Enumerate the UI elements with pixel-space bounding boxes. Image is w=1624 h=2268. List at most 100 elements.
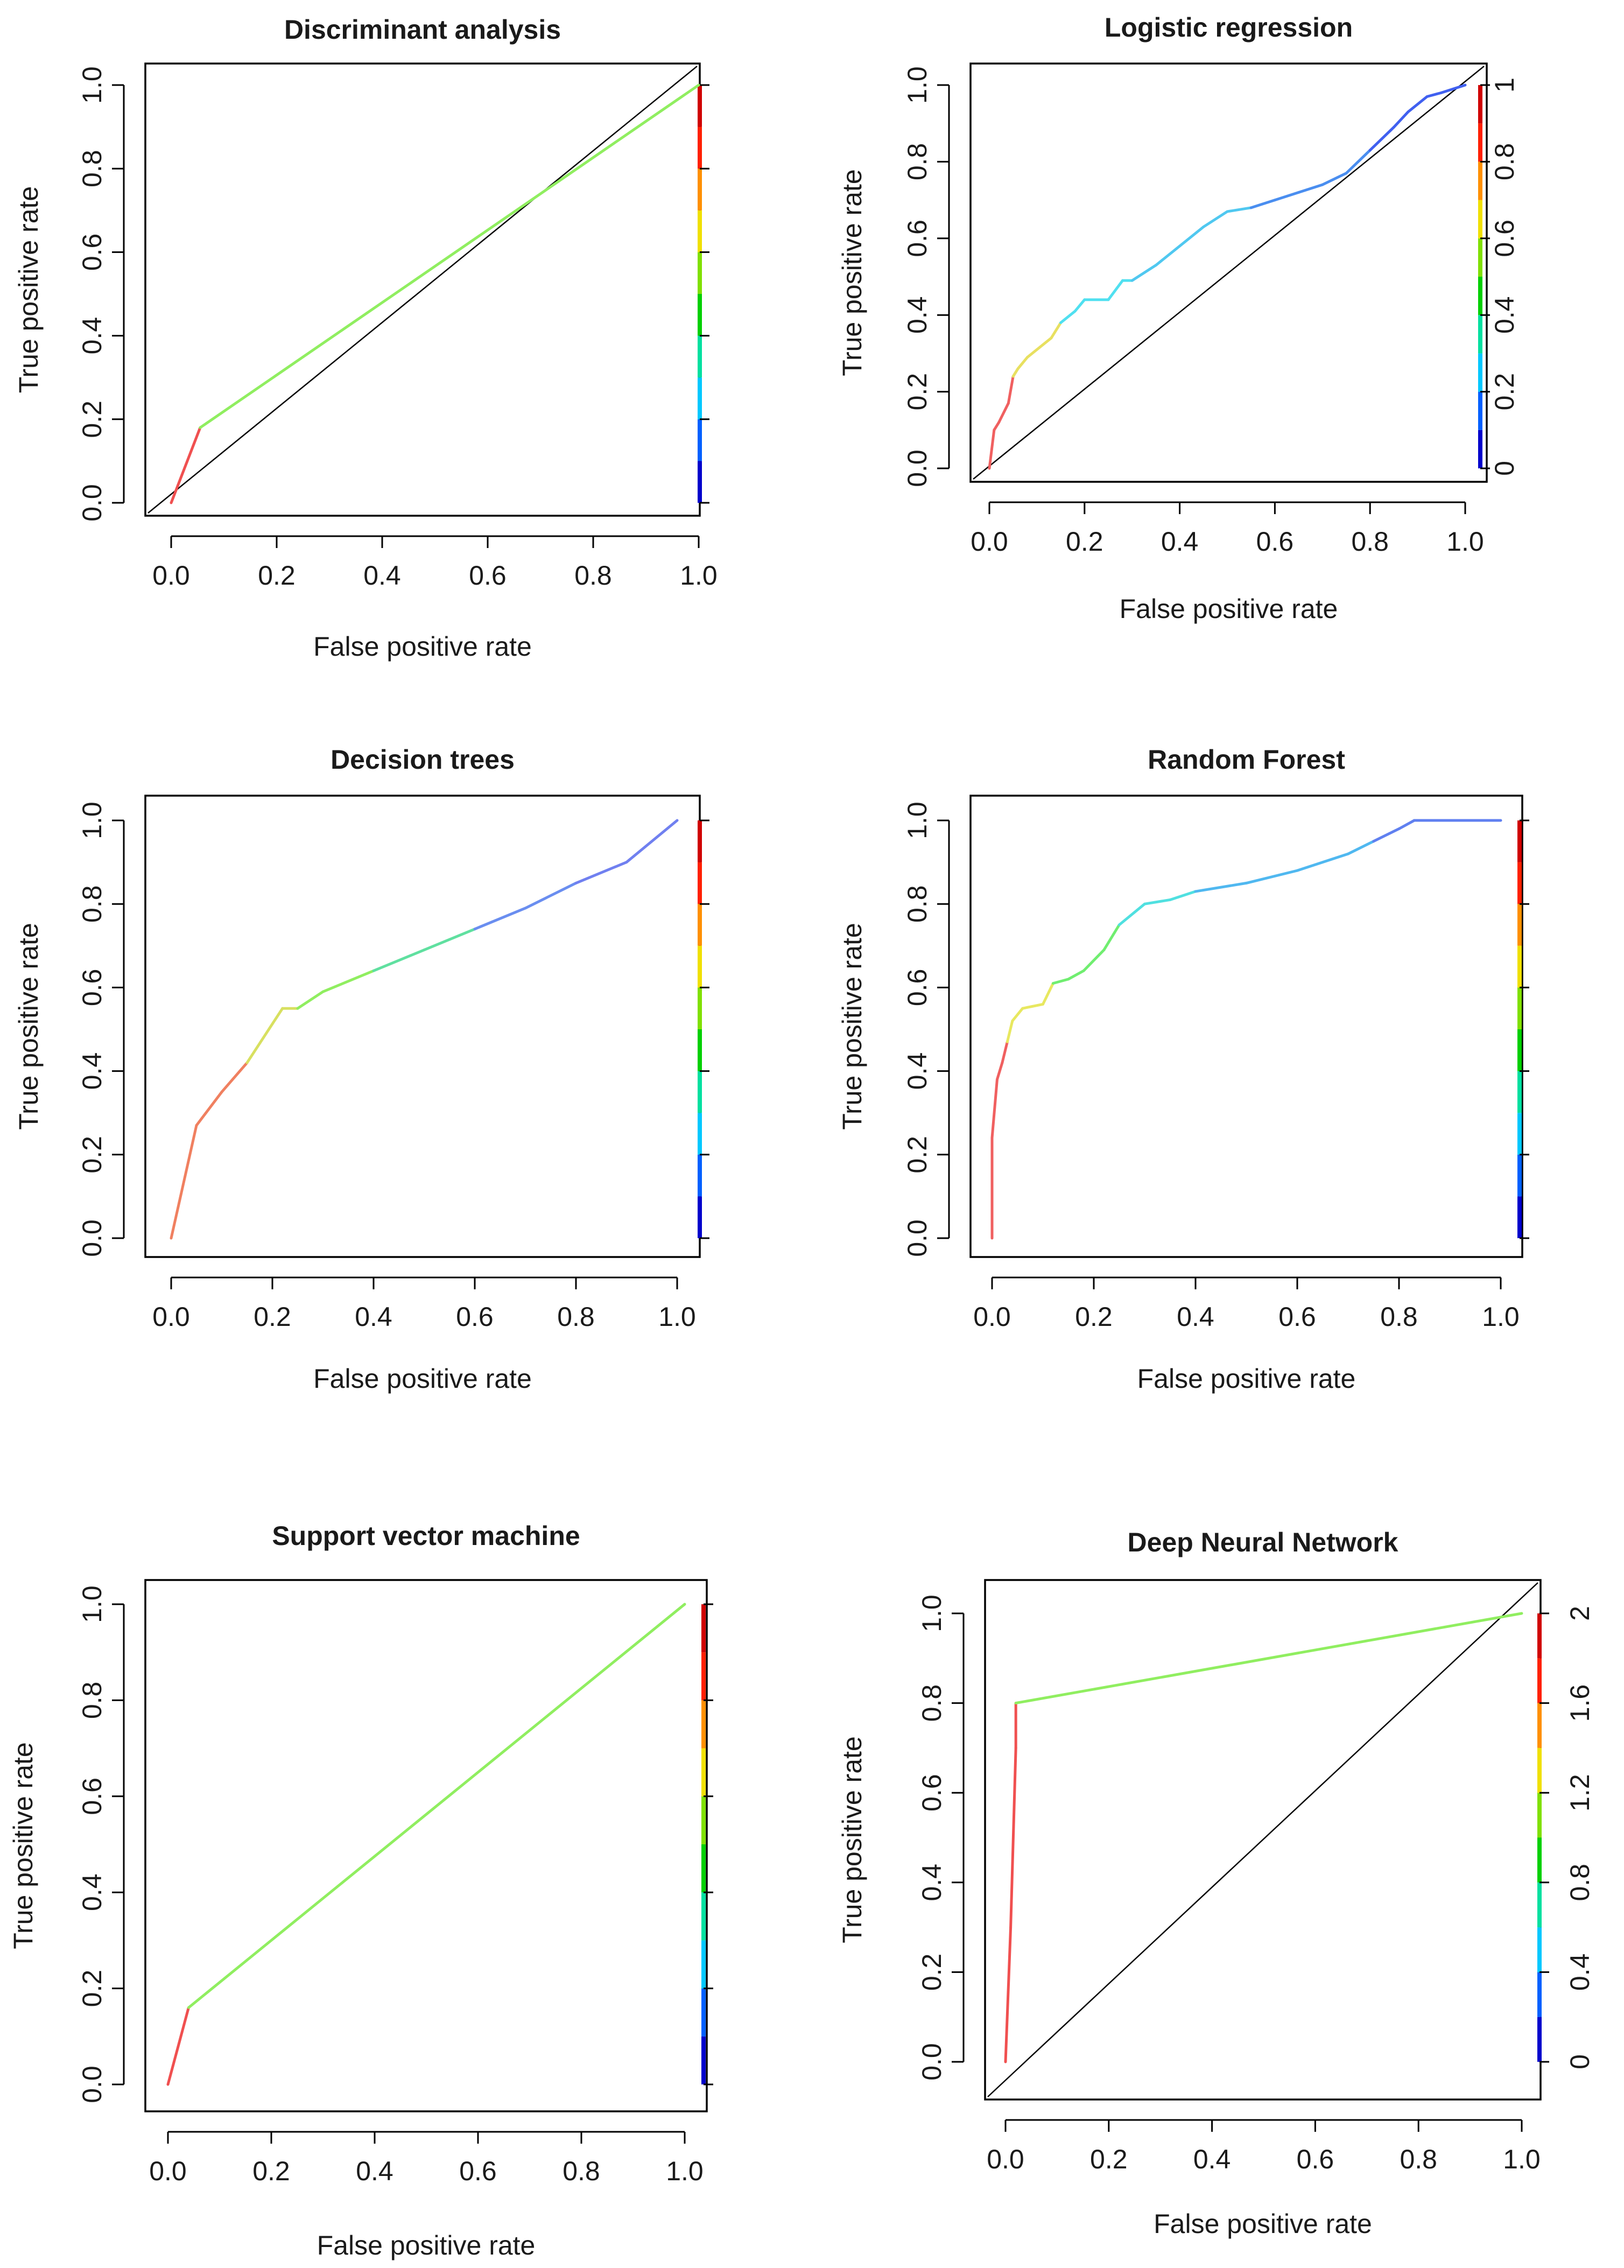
y-tick-label: 0.6 — [902, 969, 932, 1007]
y-tick-label: 0.0 — [902, 450, 932, 487]
x-tick-label: 0.0 — [152, 560, 190, 591]
roc-curve-segment — [1345, 149, 1372, 175]
roc-curve-segment — [995, 1061, 1004, 1081]
y-tick-label: 1.0 — [77, 66, 107, 104]
y-tick-label: 0.8 — [902, 143, 932, 181]
roc-panel-6: Deep Neural Network 0.0 0.2 0.4 0.6 0.8 1.0 0.0… — [837, 1527, 1595, 2239]
y-tick-label: 1.0 — [902, 66, 932, 104]
y-tick-label: 0.0 — [77, 2066, 107, 2103]
roc-curve-segment — [1102, 923, 1121, 952]
roc-curve-segment — [1073, 298, 1086, 313]
y-tick-label: 1.0 — [77, 802, 107, 839]
x-tick-label: 0.6 — [1278, 1302, 1316, 1332]
roc-panel-3: Decision trees 0.0 0.2 0.4 0.6 0.8 1.0 0.0 0.2 0.… — [13, 745, 709, 1394]
y-tick-label: 1.0 — [902, 802, 932, 839]
x-tick-label: 0.4 — [355, 1302, 392, 1332]
roc-curve-segment — [988, 447, 993, 470]
roc-curve-segment — [1297, 183, 1324, 194]
roc-curve-segment — [1059, 310, 1077, 324]
x-tick-label: 0.0 — [971, 526, 1008, 557]
roc-curve-segment — [187, 1603, 686, 2009]
y-tick-label: 0.6 — [77, 234, 107, 271]
x-tick-label: 0.2 — [258, 560, 296, 591]
plot-frame — [969, 62, 1488, 483]
chart-title: Decision trees — [331, 745, 515, 775]
roc-curve-segment — [1143, 898, 1172, 905]
y-axis-label: True positive rate — [13, 186, 44, 393]
roc-curve-segment — [245, 1007, 284, 1064]
y-tick-label: 0.4 — [77, 1052, 107, 1090]
roc-curve-segment — [321, 969, 375, 993]
y-tick-label: 0.8 — [902, 885, 932, 923]
y-tick-label: 0.6 — [77, 1778, 107, 1815]
roc-curve-segment — [1226, 206, 1253, 213]
roc-curve-segment — [1009, 1746, 1017, 1929]
roc-curve-segment — [1296, 852, 1349, 872]
colorbar-label: 0 — [1489, 461, 1520, 476]
x-tick-label: 0.4 — [1177, 1302, 1214, 1332]
x-tick-label: 1.0 — [658, 1302, 696, 1332]
y-tick-label: 0.8 — [77, 1682, 107, 1719]
roc-curve-segment — [1392, 110, 1410, 129]
y-tick-label: 0.0 — [902, 1219, 932, 1257]
roc-curve-segment — [1133, 902, 1146, 914]
roc-curve-segment — [1397, 819, 1416, 831]
roc-curve-segment — [1042, 982, 1054, 1006]
roc-curve-segment — [1440, 83, 1467, 94]
roc-curve-segment — [1006, 1019, 1014, 1043]
roc-curve-segment — [1007, 375, 1015, 405]
roc-curve-segment — [1035, 336, 1053, 351]
roc-curve-segment — [1021, 1002, 1044, 1010]
colorbar-label: 1.6 — [1565, 1684, 1595, 1722]
y-tick-label: 0.4 — [917, 1864, 947, 1901]
x-tick-label: 0.6 — [456, 1302, 494, 1332]
roc-panel-2: Logistic regression 0.0 0.2 0.4 0.6 0.8 1.0 0.0… — [837, 12, 1520, 624]
plot-frame — [144, 1579, 708, 2112]
x-tick-label: 0.6 — [1256, 526, 1294, 557]
roc-curve-segment — [423, 928, 476, 952]
roc-curve-segment — [170, 1124, 198, 1240]
y-tick-label: 0.8 — [917, 1684, 947, 1722]
y-tick-label: 1.0 — [917, 1595, 947, 1632]
y-axis-label: True positive rate — [837, 1736, 867, 1943]
roc-curve-segment — [1014, 1612, 1523, 1705]
x-tick-label: 1.0 — [666, 2156, 704, 2186]
x-tick-label: 0.6 — [469, 560, 507, 591]
roc-curve-segment — [990, 429, 996, 451]
roc-curve-segment — [296, 990, 325, 1010]
roc-curve-segment — [1347, 840, 1375, 855]
roc-curve-segment — [1130, 264, 1157, 282]
roc-curve-segment — [1273, 191, 1300, 202]
roc-panel-4: Random Forest 0.0 0.2 0.4 0.6 0.8 1.0 0.0 0.2 0.4… — [837, 745, 1529, 1394]
chance-diagonal — [973, 66, 1485, 480]
roc-curve-segment — [1202, 210, 1229, 228]
x-tick-label: 0.0 — [149, 2156, 187, 2186]
x-tick-label: 0.8 — [563, 2156, 600, 2186]
roc-curve-segment — [199, 83, 700, 429]
colorbar-label: 0.4 — [1565, 1954, 1595, 1991]
roc-curve-segment — [1169, 890, 1197, 901]
y-tick-label: 0.0 — [917, 2043, 947, 2081]
y-tick-label: 0.2 — [902, 373, 932, 411]
x-axis-label: False positive rate — [1120, 594, 1338, 624]
y-axis-label: True positive rate — [837, 169, 867, 376]
x-tick-label: 0.8 — [557, 1302, 595, 1332]
chart-title: Discriminant analysis — [284, 15, 561, 45]
y-axis-label: True positive rate — [8, 1742, 38, 1949]
x-axis-label: False positive rate — [313, 631, 532, 662]
x-tick-label: 0.8 — [1400, 2144, 1437, 2174]
roc-panel-5: Support vector machine 0.0 0.2 0.4 0.6 0.8 1.0… — [8, 1521, 713, 2260]
x-tick-label: 0.2 — [1075, 1302, 1113, 1332]
y-tick-label: 0.2 — [917, 1954, 947, 1991]
x-tick-label: 0.2 — [1090, 2144, 1128, 2174]
x-axis-label: False positive rate — [317, 2230, 536, 2260]
y-tick-label: 0.2 — [77, 1136, 107, 1174]
colorbar-label: 0.2 — [1489, 373, 1520, 411]
plot-frame — [969, 795, 1523, 1258]
y-tick-label: 0.6 — [917, 1774, 947, 1811]
roc-curve-segment — [1067, 969, 1085, 981]
chart-title: Support vector machine — [272, 1521, 580, 1551]
colorbar-label: 1.2 — [1565, 1774, 1595, 1811]
y-axis-label: True positive rate — [13, 923, 44, 1129]
y-tick-label: 0.2 — [77, 1970, 107, 2007]
